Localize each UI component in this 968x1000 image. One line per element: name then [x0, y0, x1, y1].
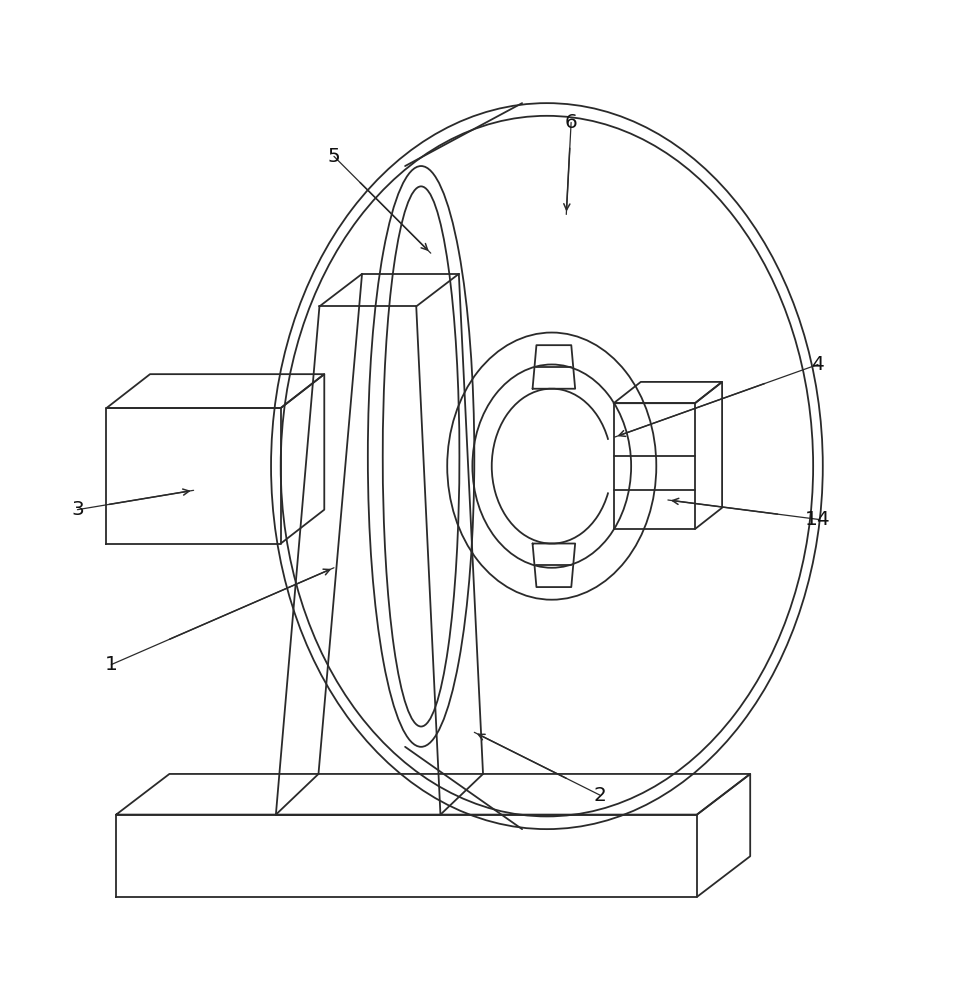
Text: 4: 4 [811, 355, 825, 374]
Text: 2: 2 [593, 786, 607, 805]
Text: 5: 5 [327, 147, 341, 166]
Text: 1: 1 [105, 655, 118, 674]
Text: 3: 3 [71, 500, 84, 519]
Text: 14: 14 [805, 510, 831, 529]
Text: 6: 6 [564, 113, 578, 132]
